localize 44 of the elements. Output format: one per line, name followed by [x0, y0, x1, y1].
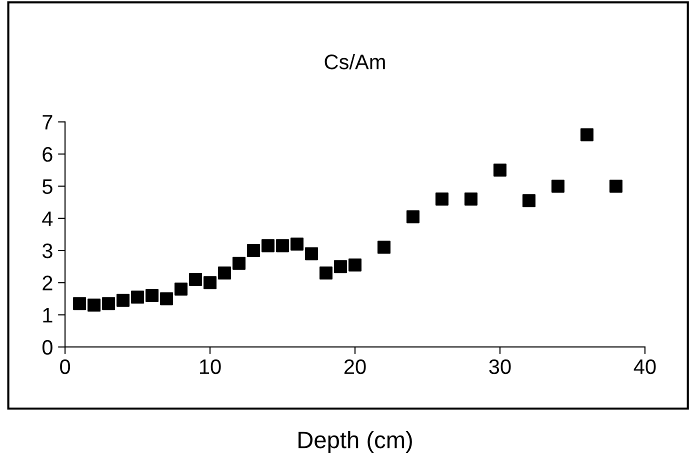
point: [580, 128, 594, 142]
point: [73, 297, 86, 310]
point: [276, 239, 290, 252]
y-tick-label: 0: [42, 340, 52, 355]
point: [232, 256, 246, 270]
point: [247, 244, 260, 258]
y-tick-label: 6: [42, 147, 52, 162]
y-tick-label: 1: [43, 308, 52, 322]
x-tick-label: 20: [344, 359, 366, 374]
x-tick-label: 40: [634, 359, 656, 374]
point: [262, 239, 275, 252]
point: [435, 192, 448, 206]
y-tick-label: 2: [42, 276, 52, 290]
point: [319, 266, 333, 280]
point: [609, 180, 622, 193]
y-tick-label: 3: [42, 244, 52, 258]
point: [377, 240, 390, 254]
point: [464, 192, 478, 206]
x-tick-label: 10: [200, 359, 221, 374]
point: [88, 298, 101, 312]
point: [102, 297, 116, 310]
point: [290, 238, 304, 251]
y-tick-label: 5: [42, 179, 52, 194]
point: [204, 276, 217, 290]
point: [493, 164, 506, 177]
x-tick-label: 30: [489, 359, 511, 374]
point: [305, 247, 318, 260]
point: [160, 292, 174, 306]
point: [116, 294, 130, 307]
x-tick-label: 0: [60, 359, 70, 374]
point: [146, 289, 159, 302]
y-tick-label: 7: [42, 115, 52, 130]
y-tick-label: 4: [42, 212, 53, 226]
point: [334, 260, 348, 274]
point: [522, 194, 536, 208]
point: [189, 272, 202, 286]
point: [406, 210, 420, 224]
point: [348, 258, 362, 272]
point: [218, 266, 232, 280]
chart-title: Cs/Am: [324, 54, 385, 70]
point: [551, 180, 564, 193]
point: [131, 290, 144, 304]
point: [174, 282, 188, 296]
x-axis-title: Depth (cm): [298, 430, 412, 453]
